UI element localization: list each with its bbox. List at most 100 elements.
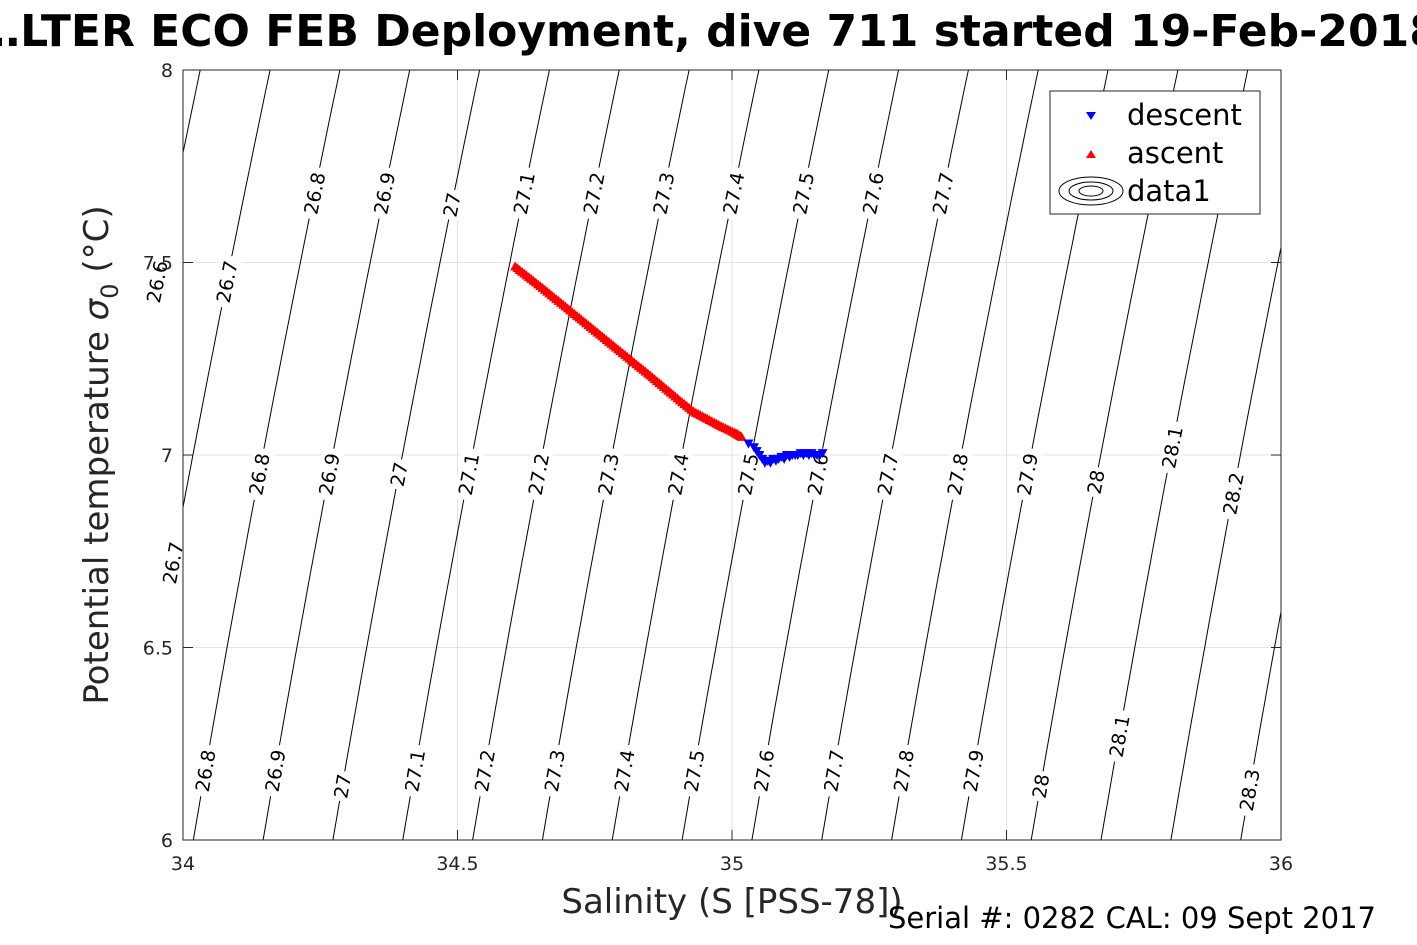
legend-descent-marker xyxy=(1086,112,1096,120)
contour-label-bg xyxy=(577,165,610,221)
contour-label-bg xyxy=(539,743,570,799)
legend-box xyxy=(1049,90,1261,215)
legend: descent ascent data1 xyxy=(1049,90,1261,215)
descent-point xyxy=(817,449,828,459)
contour-label-text: 28 xyxy=(1084,468,1110,496)
ascent-point xyxy=(736,431,747,441)
contour-label-bg xyxy=(608,743,640,799)
x-tick-label: 34 xyxy=(171,853,195,875)
x-tick-label: 35.5 xyxy=(985,853,1027,875)
contour-label-bg xyxy=(1217,465,1249,522)
y-axis-label: Potential temperature σ0 (°C) xyxy=(77,205,124,704)
y-axis-label-sigma: σ xyxy=(77,297,117,320)
contour-label: 27 xyxy=(437,187,466,222)
contour-label: 26.9 xyxy=(368,165,401,221)
contour-label-bg xyxy=(888,743,919,799)
descent-point xyxy=(743,439,754,449)
contour-label: 27.4 xyxy=(608,743,640,799)
chart-title: …LTER ECO FEB Deployment, dive 711 start… xyxy=(0,6,1417,57)
contour-label-bg xyxy=(189,743,221,799)
contour-label-bg xyxy=(957,743,989,799)
contour-label-bg xyxy=(1103,708,1135,764)
contour-label: 27 xyxy=(385,457,413,491)
contour-line xyxy=(1170,244,1281,840)
contour-label-bg xyxy=(259,743,291,799)
legend-descent-label: descent xyxy=(1127,98,1242,132)
y-tick-label: 7.5 xyxy=(143,253,173,275)
legend-contour-icon xyxy=(1058,176,1124,206)
contour-label-text: 27 xyxy=(387,460,413,488)
contour-label-bg xyxy=(1234,762,1265,818)
contour-label-bg xyxy=(818,743,850,799)
contour-label-bg xyxy=(452,446,485,502)
contour-label-bg xyxy=(802,446,834,502)
y-tick-label: 8 xyxy=(161,60,173,82)
x-tick-label: 34.5 xyxy=(436,853,478,875)
contour-label: 28 xyxy=(1082,465,1110,499)
contour-label-bg xyxy=(210,254,243,310)
contour-label-text: 27 xyxy=(330,772,356,800)
contour-label: 27.2 xyxy=(469,743,500,799)
contour-line xyxy=(1380,70,1417,840)
y-tick-label: 6.5 xyxy=(143,638,173,660)
contour-label-bg xyxy=(469,743,500,799)
contour-label: 27.7 xyxy=(871,446,904,502)
contour-label: 27.4 xyxy=(662,446,694,502)
contour-label-bg xyxy=(298,165,331,221)
contour-label-bg xyxy=(157,535,189,591)
legend-ascent-label: ascent xyxy=(1127,136,1223,170)
serial-cal-footer: Serial #: 0282 CAL: 09 Sept 2017 xyxy=(888,901,1376,935)
contour-label-bg xyxy=(522,446,555,502)
x-tick-label: 35 xyxy=(720,853,744,875)
contour-label-bg xyxy=(1082,465,1110,499)
y-axis-ticks: 6 6.5 7 7.5 8 xyxy=(143,60,1281,852)
contour-label-bg xyxy=(243,446,275,502)
contour-label: 28 xyxy=(1027,769,1055,803)
contour-label-bg xyxy=(871,446,904,502)
y-tick-label: 7 xyxy=(161,445,173,467)
y-tick-label: 6 xyxy=(161,830,173,852)
contour-label-bg xyxy=(857,165,889,221)
contour-label-bg xyxy=(437,187,466,222)
contour-label-bg xyxy=(941,446,974,502)
contour-label: 26.8 xyxy=(243,446,275,502)
x-axis-ticks: 34 34.5 35 35.5 36 xyxy=(171,70,1293,875)
contour-line xyxy=(183,70,201,156)
contour-label: 26.7 xyxy=(210,254,243,310)
legend-ascent-marker xyxy=(1086,150,1096,158)
contour-label-bg xyxy=(385,457,413,491)
contour-label-text: 27 xyxy=(439,191,465,219)
contour-label-bg xyxy=(732,446,764,502)
contour-label-bg xyxy=(328,769,356,803)
contour-label-bg xyxy=(141,254,173,310)
contour-label-bg xyxy=(368,165,401,221)
contour-label: 26.8 xyxy=(298,165,331,221)
contour-label-bg xyxy=(717,165,750,221)
ascent-series xyxy=(510,261,747,441)
contour-label-bg xyxy=(1156,419,1188,475)
y-axis-label-unit: (°C) xyxy=(77,205,117,272)
contour-label-bg xyxy=(748,743,780,799)
y-axis-label-subscript: 0 xyxy=(96,283,124,298)
contour-label-bg xyxy=(1027,769,1054,803)
y-axis-label-text: Potential temperature xyxy=(77,331,117,704)
x-tick-label: 36 xyxy=(1269,853,1293,875)
contour-label-bg xyxy=(678,743,710,799)
contour-label: 27.8 xyxy=(888,743,919,799)
descent-series xyxy=(743,439,828,468)
contour-label-text: 28 xyxy=(1029,772,1055,800)
contour-label-bg xyxy=(647,165,680,221)
contour-label-bg xyxy=(313,446,345,502)
legend-data1-label: data1 xyxy=(1127,174,1211,208)
contour-label-bg xyxy=(662,446,694,502)
contour-label-bg xyxy=(926,165,959,221)
contour-line xyxy=(1240,608,1281,840)
contour-label: 27 xyxy=(328,769,356,803)
contour-label-bg xyxy=(1011,446,1043,502)
contour-label-bg xyxy=(787,165,820,221)
contour-label-bg xyxy=(507,165,540,221)
contour-label-bg xyxy=(399,743,431,799)
contour-line xyxy=(1311,70,1417,840)
contour-label-bg xyxy=(592,446,624,502)
